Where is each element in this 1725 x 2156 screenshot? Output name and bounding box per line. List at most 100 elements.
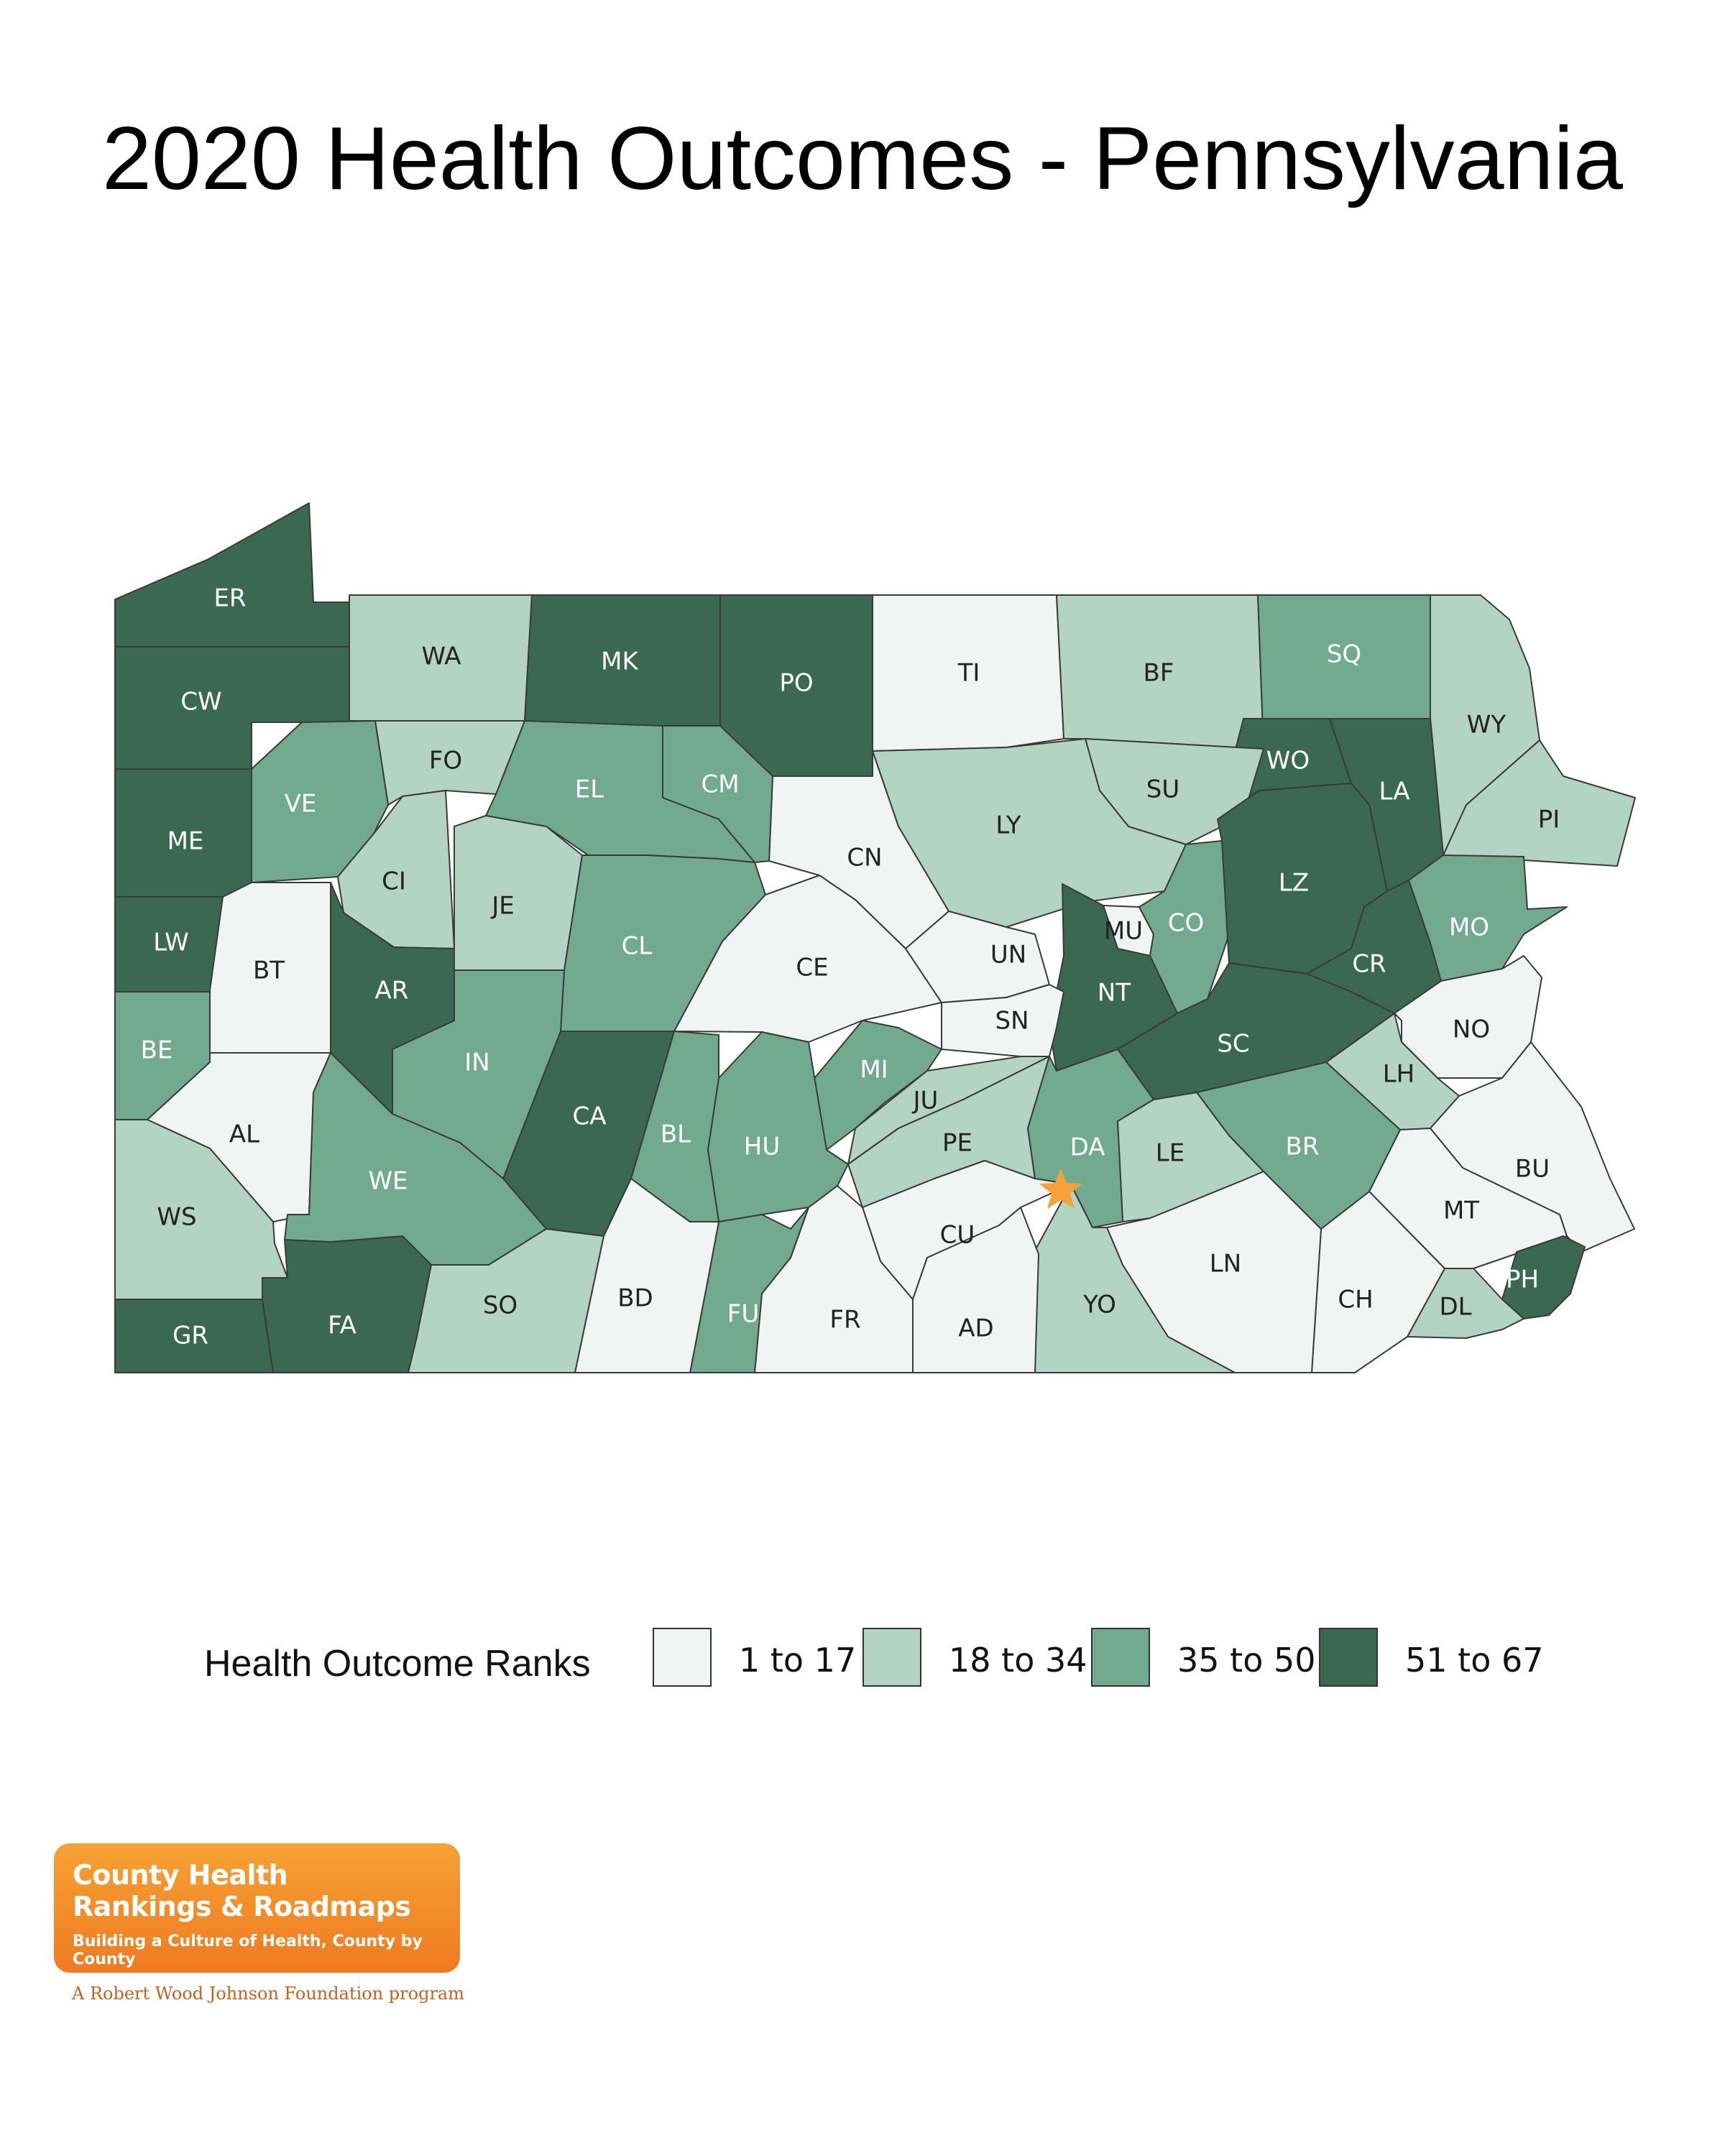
county-so xyxy=(408,1228,604,1373)
county-label-ch: CH xyxy=(1338,1286,1373,1314)
county-mo xyxy=(1408,854,1568,982)
county-ti xyxy=(872,594,1064,752)
county-label-la: LA xyxy=(1379,778,1410,806)
county-label-lz: LZ xyxy=(1279,869,1309,898)
county-pi xyxy=(1443,740,1636,867)
star-icon xyxy=(1039,1169,1082,1209)
county-label-dl: DL xyxy=(1439,1293,1471,1322)
county-label-ju: JU xyxy=(912,1087,939,1115)
county-label-ca: CA xyxy=(573,1102,607,1131)
county-label-bl: BL xyxy=(661,1120,691,1149)
legend-label-1: 1 to 17 xyxy=(739,1641,857,1680)
county-label-in: IN xyxy=(464,1049,489,1077)
county-label-ar: AR xyxy=(375,977,409,1005)
legend-swatch-1 xyxy=(653,1628,712,1687)
county-label-ve: VE xyxy=(285,790,317,819)
county-label-lw: LW xyxy=(153,929,188,957)
county-label-un: UN xyxy=(990,941,1026,969)
county-label-ce: CE xyxy=(796,954,828,982)
county-label-fo: FO xyxy=(429,747,462,775)
county-label-cu: CU xyxy=(940,1221,975,1250)
county-label-sq: SQ xyxy=(1327,640,1361,669)
county-label-fa: FA xyxy=(328,1312,356,1340)
county-dl xyxy=(1407,1268,1524,1339)
county-label-nt: NT xyxy=(1098,979,1131,1008)
county-label-bt: BT xyxy=(253,957,285,985)
legend: Health Outcome Ranks 1 to 17 18 to 34 35… xyxy=(201,1628,1567,1700)
county-label-co: CO xyxy=(1168,909,1205,938)
county-label-sc: SC xyxy=(1217,1030,1249,1059)
county-je xyxy=(454,815,583,971)
legend-swatch-2 xyxy=(862,1628,921,1687)
legend-swatch-3 xyxy=(1091,1628,1150,1687)
county-label-ln: LN xyxy=(1210,1250,1241,1279)
county-label-al: AL xyxy=(229,1120,259,1149)
county-label-ti: TI xyxy=(957,659,980,688)
county-label-pe: PE xyxy=(942,1129,972,1158)
county-ad xyxy=(912,1207,1039,1373)
county-label-ws: WS xyxy=(157,1203,196,1232)
county-label-cm: CM xyxy=(701,770,739,799)
county-label-mt: MT xyxy=(1443,1197,1479,1225)
logo-line-2: Rankings & Roadmaps xyxy=(73,1891,411,1922)
county-label-le: LE xyxy=(1156,1139,1184,1168)
county-label-yo: YO xyxy=(1082,1291,1116,1319)
county-label-ph: PH xyxy=(1506,1266,1539,1294)
county-label-be: BE xyxy=(141,1036,173,1065)
county-label-wo: WO xyxy=(1266,747,1310,775)
county-label-fr: FR xyxy=(829,1306,860,1335)
county-label-su: SU xyxy=(1146,775,1179,804)
county-label-hu: HU xyxy=(744,1133,780,1161)
county-label-je: JE xyxy=(490,892,515,921)
logo-line-1: County Health xyxy=(73,1859,288,1891)
county-label-cr: CR xyxy=(1352,950,1386,979)
county-label-mu: MU xyxy=(1104,917,1143,946)
county-label-me: ME xyxy=(167,827,204,856)
logo-tagline: Building a Culture of Health, County by … xyxy=(73,1932,423,1968)
county-er xyxy=(114,502,350,648)
county-label-pi: PI xyxy=(1538,806,1560,834)
county-sn xyxy=(941,984,1064,1057)
legend-label-2: 18 to 34 xyxy=(949,1641,1087,1680)
county-label-br: BR xyxy=(1286,1133,1320,1161)
chrr-logo: County Health Rankings & Roadmaps Buildi… xyxy=(54,1843,460,1973)
county-da xyxy=(1027,1049,1154,1228)
legend-swatch-4 xyxy=(1319,1628,1378,1687)
county-ve xyxy=(251,720,389,883)
county-label-ad: AD xyxy=(958,1314,993,1343)
county-br xyxy=(1196,1061,1401,1230)
legend-label-3: 35 to 50 xyxy=(1177,1641,1316,1680)
rwjf-credit: A Robert Wood Johnson Foundation program xyxy=(72,1984,464,2004)
county-label-er: ER xyxy=(213,584,246,613)
county-label-ly: LY xyxy=(995,811,1021,840)
county-label-da: DA xyxy=(1070,1133,1105,1162)
county-label-ci: CI xyxy=(382,867,406,896)
county-label-lh: LH xyxy=(1383,1060,1415,1089)
county-label-wa: WA xyxy=(421,642,461,671)
county-label-bu: BU xyxy=(1515,1155,1550,1184)
county-label-mi: MI xyxy=(860,1056,888,1084)
county-label-cw: CW xyxy=(180,688,221,717)
county-fa xyxy=(262,1235,432,1373)
county-bd xyxy=(574,1178,719,1373)
county-label-sn: SN xyxy=(995,1007,1029,1036)
county-label-gr: GR xyxy=(172,1322,208,1350)
legend-title: Health Outcome Ranks xyxy=(204,1643,591,1685)
county-yo xyxy=(1034,1184,1236,1373)
page-title: 2020 Health Outcomes - Pennsylvania xyxy=(101,109,1624,208)
county-label-bf: BF xyxy=(1144,659,1174,688)
county-label-bd: BD xyxy=(617,1284,653,1313)
county-label-fu: FU xyxy=(727,1300,759,1329)
county-label-wy: WY xyxy=(1467,711,1506,740)
county-label-mk: MK xyxy=(601,648,639,676)
county-label-po: PO xyxy=(779,669,813,698)
county-co xyxy=(1138,840,1230,1014)
county-label-mo: MO xyxy=(1449,913,1489,942)
legend-label-4: 51 to 67 xyxy=(1405,1641,1544,1680)
county-label-cn: CN xyxy=(847,844,882,872)
county-label-no: NO xyxy=(1453,1015,1490,1044)
county-label-we: WE xyxy=(368,1167,408,1196)
county-label-el: EL xyxy=(575,775,604,804)
county-label-cl: CL xyxy=(622,932,653,961)
